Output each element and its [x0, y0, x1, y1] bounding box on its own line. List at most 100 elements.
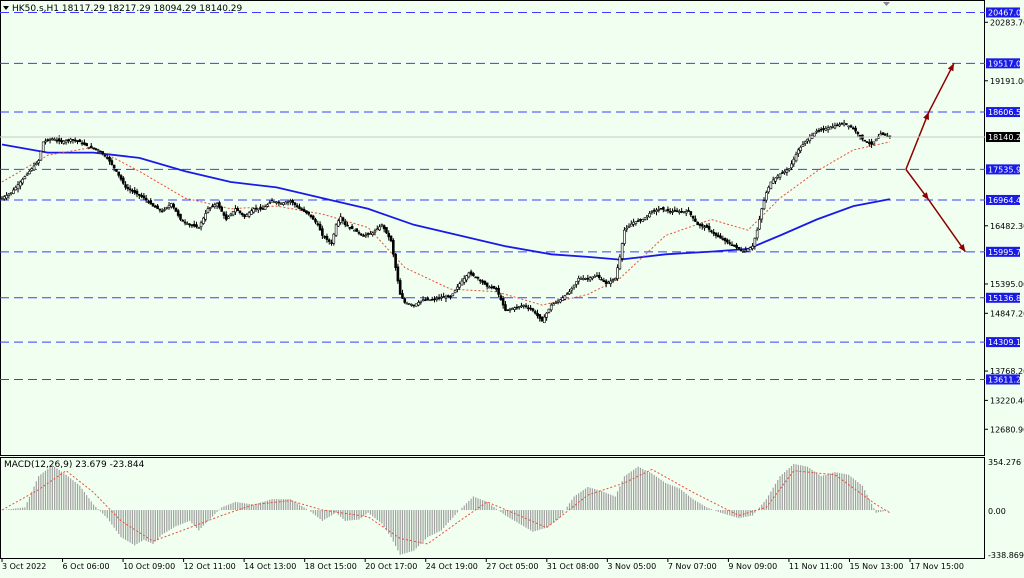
- candle-body: [641, 219, 645, 222]
- candle-body: [607, 282, 610, 284]
- candle-body: [874, 138, 878, 142]
- candle-body: [286, 201, 290, 203]
- candle-body: [863, 139, 867, 142]
- dropdown-triangle-icon[interactable]: [3, 6, 9, 10]
- time-tick-label: 14 Oct 13:00: [244, 562, 296, 571]
- current-price-label: 18140.29: [988, 133, 1024, 142]
- candle-body: [385, 227, 388, 234]
- level-label: 20467.00: [988, 8, 1024, 17]
- candle-body: [597, 274, 601, 278]
- candle-body: [783, 170, 786, 173]
- candle-body: [417, 302, 420, 306]
- candle-body: [744, 249, 748, 252]
- candle-body: [758, 219, 761, 230]
- candle-body: [55, 139, 59, 142]
- candle-body: [476, 277, 480, 279]
- candle-body: [359, 233, 363, 236]
- candle-body: [776, 175, 780, 178]
- time-tick-label: 3 Nov 05:00: [607, 562, 656, 571]
- candle-body: [829, 126, 832, 130]
- candle-body: [330, 242, 333, 244]
- candle-body: [655, 209, 658, 212]
- candle-body: [430, 299, 434, 301]
- candle-body: [446, 295, 450, 298]
- candle-body: [696, 221, 699, 226]
- horizontal-levels: [0, 11, 985, 380]
- candle-body: [414, 303, 418, 307]
- candle-body: [721, 238, 725, 240]
- indicator-panel-frame: [0, 457, 985, 559]
- candle-body: [195, 224, 198, 228]
- symbol-line: HK50.s,H1 18117.29 18217.29 18094.29 181…: [12, 4, 243, 14]
- candle-body: [337, 220, 340, 227]
- candle-body: [126, 187, 130, 189]
- candle-body: [867, 142, 871, 144]
- candle-body: [261, 208, 265, 210]
- candle-body: [231, 211, 235, 216]
- candle-body: [687, 209, 690, 212]
- projection-arrow-line: [928, 62, 955, 113]
- candle-body: [83, 142, 86, 145]
- candle-body: [302, 208, 306, 212]
- candle-body: [39, 150, 43, 161]
- candle-body: [160, 210, 164, 213]
- candle-body: [32, 165, 36, 171]
- candle-body: [501, 298, 505, 306]
- candle-body: [25, 173, 29, 176]
- candle-body: [341, 217, 345, 222]
- level-label: 16964.49: [988, 196, 1024, 205]
- time-tick-label: 17 Nov 15:00: [910, 562, 964, 571]
- candle-body: [467, 272, 471, 278]
- candle-body: [128, 188, 132, 191]
- candle-body: [309, 214, 313, 218]
- candle-body: [611, 279, 615, 281]
- candle-body: [552, 303, 555, 306]
- candle-body: [698, 223, 702, 226]
- candle-body: [419, 300, 423, 303]
- candle-body: [881, 132, 885, 135]
- level-label: 15995.70: [988, 248, 1024, 257]
- scroll-shift-icon[interactable]: [883, 2, 890, 6]
- candle-body: [781, 172, 784, 174]
- candle-body: [462, 278, 466, 283]
- macd-tick-bottom: -338.869: [988, 551, 1024, 560]
- candle-body: [481, 280, 484, 283]
- price-axis-ticks: 20283.70 19191.00 16482.30 15395.00 14847.20…: [984, 18, 1024, 434]
- level-box: [986, 337, 1020, 348]
- candle-body: [787, 168, 791, 171]
- candle-body: [435, 298, 439, 300]
- candle-body: [229, 213, 233, 216]
- projection-arrow-head: [921, 192, 929, 200]
- candle-body: [124, 184, 127, 188]
- candle-body: [577, 278, 580, 282]
- candle-body: [5, 195, 8, 199]
- candle-body: [21, 179, 24, 184]
- time-tick-label: 9 Nov 09:00: [728, 562, 777, 571]
- level-label: 15136.82: [988, 294, 1024, 303]
- candle-body: [746, 248, 750, 252]
- candle-body: [588, 277, 592, 281]
- candle-body: [636, 220, 640, 222]
- candle-body: [710, 230, 713, 232]
- candle-body: [815, 130, 818, 133]
- candle-body: [808, 136, 812, 142]
- candle-body: [105, 157, 109, 159]
- candle-body: [735, 244, 738, 248]
- candle-body: [112, 164, 116, 169]
- candle-body: [167, 205, 171, 208]
- candle-body: [273, 201, 276, 203]
- candle-body: [7, 193, 11, 196]
- candle-body: [682, 211, 686, 213]
- candle-body: [9, 192, 13, 195]
- candle-body: [135, 190, 139, 195]
- candle-body: [817, 130, 821, 132]
- candle-body: [771, 179, 775, 184]
- candle-body: [76, 140, 79, 142]
- candle-body: [865, 141, 869, 143]
- candle-body: [284, 201, 288, 205]
- candle-body: [346, 224, 349, 227]
- candle-body: [78, 139, 82, 143]
- candle-body: [62, 140, 66, 144]
- candle-body: [96, 149, 100, 152]
- candle-body: [453, 290, 457, 294]
